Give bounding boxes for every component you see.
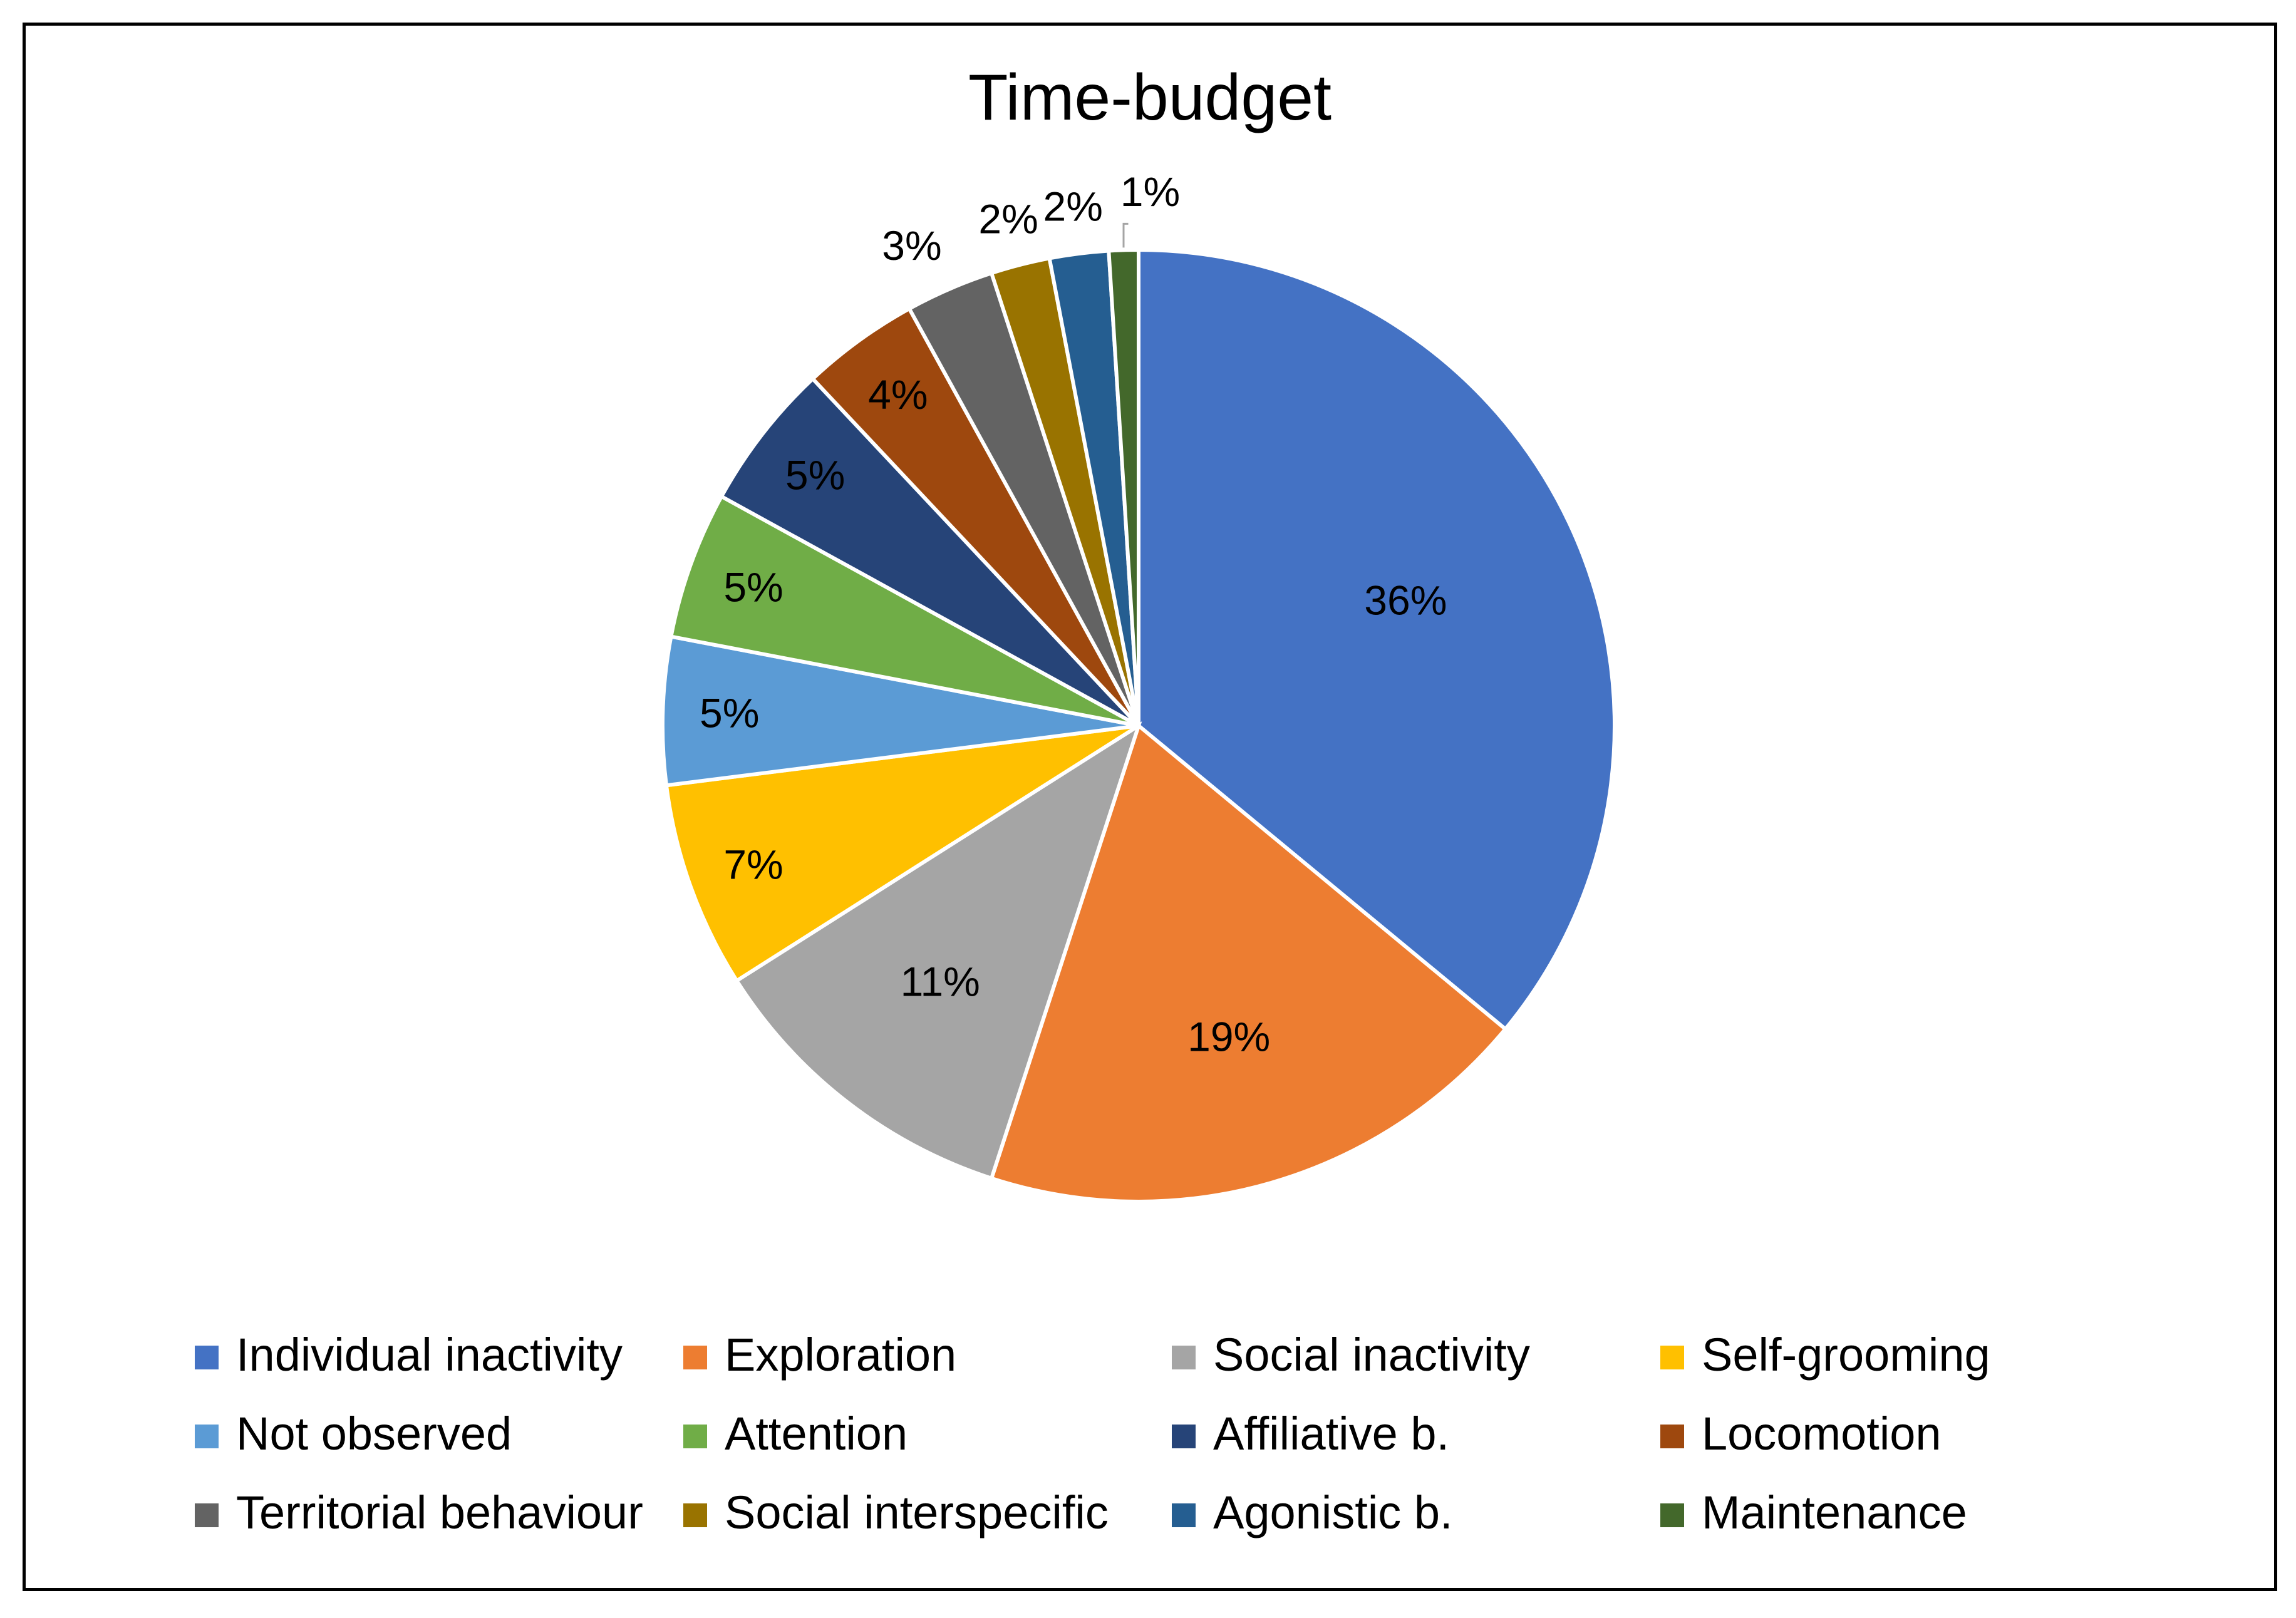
legend-item-locomotion: Locomotion xyxy=(1660,1408,1942,1460)
legend-label-social-inactivity: Social inactivity xyxy=(1213,1329,1530,1381)
legend-swatch-not-observed xyxy=(195,1425,219,1448)
pie-slice-not-observed xyxy=(661,634,1139,788)
legend-label-exploration: Exploration xyxy=(725,1329,956,1381)
legend-label-attention: Attention xyxy=(725,1408,908,1460)
legend-label-affiliative-b: Affiliative b. xyxy=(1213,1408,1449,1460)
legend-swatch-exploration xyxy=(683,1346,707,1369)
pie-slice-maintenance xyxy=(1107,247,1140,726)
pie-slice-individual-inactivity xyxy=(1137,247,1616,1032)
legend-swatch-locomotion xyxy=(1660,1425,1684,1448)
data-labels: 36% 19% 11% 7% 5% 5% 5% 4% 3% 2% 2% 1% xyxy=(700,168,1447,1059)
legend-item-affiliative-b: Affiliative b. xyxy=(1172,1408,1449,1460)
pie-slice-attention xyxy=(668,493,1140,728)
pie-slice-locomotion xyxy=(810,306,1140,728)
chart-frame: Time-budget 36% 19% 11% 7% 5% 5% 5% 4% 3% 2% 2% 1% … xyxy=(23,23,2277,1591)
data-label-exploration: 19% xyxy=(1187,1013,1270,1059)
legend-swatch-maintenance xyxy=(1660,1503,1684,1527)
legend-swatch-individual-inactivity xyxy=(195,1346,219,1369)
leader-line-maintenance xyxy=(1122,222,1129,248)
data-label-maintenance: 1% xyxy=(1120,168,1180,215)
legend-item-social-inactivity: Social inactivity xyxy=(1172,1329,1530,1381)
pie-slice-social-inactivity xyxy=(734,721,1142,1181)
legend-item-attention: Attention xyxy=(683,1408,908,1460)
legend-item-individual-inactivity: Individual inactivity xyxy=(195,1329,623,1381)
legend-swatch-territorial-behaviour xyxy=(195,1503,219,1527)
data-label-not-observed: 5% xyxy=(700,689,759,736)
legend-label-locomotion: Locomotion xyxy=(1702,1408,1942,1460)
data-label-agonistic-b: 2% xyxy=(1043,183,1103,230)
legend-label-not-observed: Not observed xyxy=(236,1408,512,1460)
data-label-social-inactivity: 11% xyxy=(901,958,980,1004)
legend-label-self-grooming: Self-grooming xyxy=(1702,1329,1990,1381)
legend-item-territorial-behaviour: Territorial behaviour xyxy=(195,1487,643,1538)
legend-label-agonistic-b: Agonistic b. xyxy=(1213,1487,1453,1538)
data-label-individual-inactivity: 36% xyxy=(1364,577,1447,623)
legend-swatch-social-inactivity xyxy=(1172,1346,1196,1369)
legend-label-maintenance: Maintenance xyxy=(1702,1487,1967,1538)
legend-label-social-interspecific: Social interspecific xyxy=(725,1487,1109,1538)
data-label-territorial-behaviour: 3% xyxy=(882,222,941,269)
leader-lines xyxy=(1122,222,1129,248)
data-label-social-interspecific: 2% xyxy=(978,195,1038,242)
pie-slice-self-grooming xyxy=(664,724,1140,984)
legend-item-social-interspecific: Social interspecific xyxy=(683,1487,1109,1538)
legend: Individual inactivity Exploration Social i… xyxy=(195,1329,1990,1538)
pie-slices xyxy=(661,247,1616,1203)
legend-item-maintenance: Maintenance xyxy=(1660,1487,1967,1538)
legend-swatch-affiliative-b xyxy=(1172,1425,1196,1448)
pie-slice-affiliative-b xyxy=(718,376,1140,728)
legend-label-territorial-behaviour: Territorial behaviour xyxy=(236,1487,643,1538)
chart-title: Time-budget xyxy=(968,61,1332,134)
legend-label-individual-inactivity: Individual inactivity xyxy=(236,1329,623,1381)
data-label-locomotion: 4% xyxy=(868,371,928,418)
legend-item-self-grooming: Self-grooming xyxy=(1660,1329,1990,1381)
pie-slice-exploration xyxy=(989,722,1508,1203)
legend-item-agonistic-b: Agonistic b. xyxy=(1172,1487,1453,1538)
legend-item-exploration: Exploration xyxy=(683,1329,956,1381)
legend-swatch-self-grooming xyxy=(1660,1346,1684,1369)
legend-swatch-agonistic-b xyxy=(1172,1503,1196,1527)
legend-swatch-social-interspecific xyxy=(683,1503,707,1527)
data-label-self-grooming: 7% xyxy=(723,841,783,887)
data-label-attention: 5% xyxy=(723,564,783,611)
data-label-affiliative-b: 5% xyxy=(785,451,845,498)
legend-swatch-attention xyxy=(683,1425,707,1448)
legend-item-not-observed: Not observed xyxy=(195,1408,512,1460)
pie-chart: Time-budget 36%19%11%7%5%5%5%4%3%2% 2% 1% … xyxy=(195,61,1990,1538)
